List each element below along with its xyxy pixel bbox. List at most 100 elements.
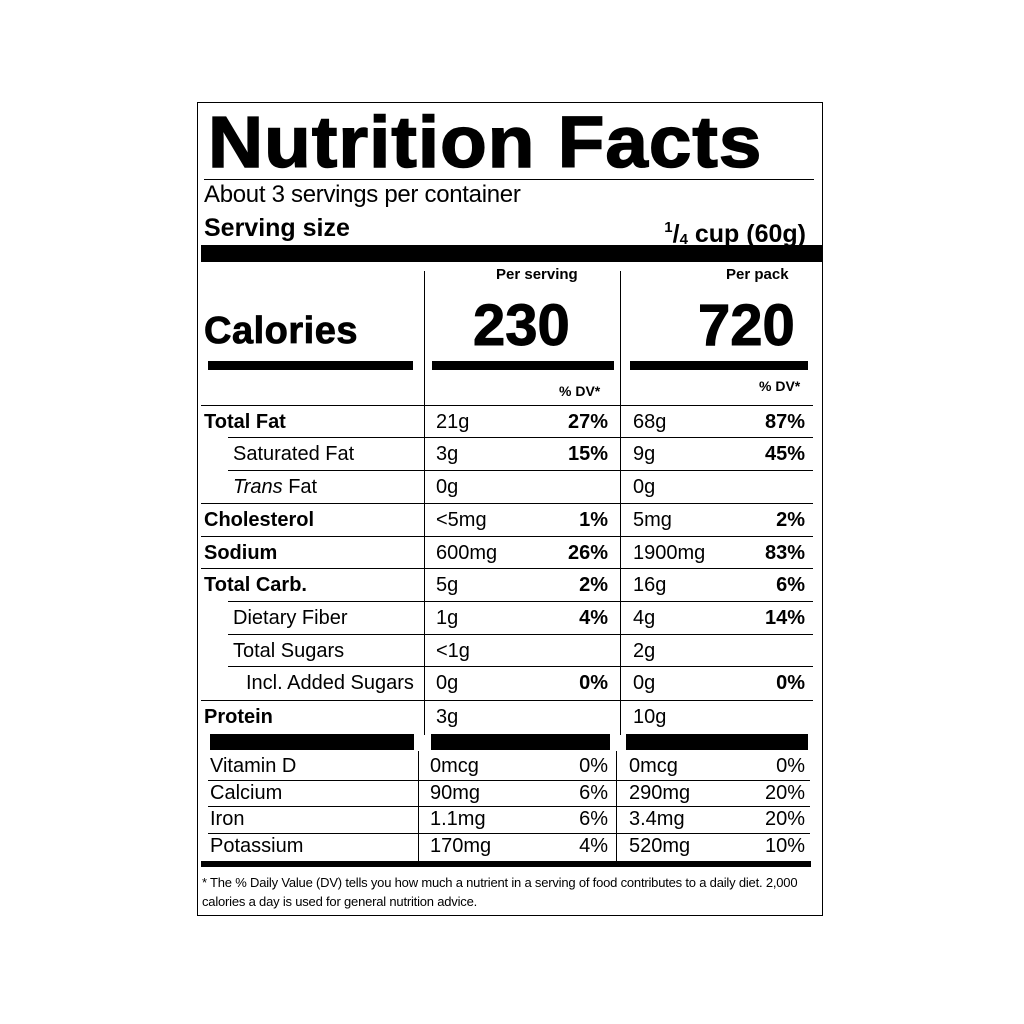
nutrient-name-text: Dietary Fiber (233, 607, 348, 629)
serving-fraction-slash: / (672, 220, 680, 248)
row-divider (201, 405, 813, 406)
vitamin-rule-serving (431, 734, 610, 750)
nutrient-name-text: Incl. Added Sugars (246, 672, 414, 694)
nutrient-name-text: Total Fat (204, 411, 286, 433)
pack-amount: 16g (633, 574, 667, 596)
pack-amount: 9g (633, 443, 656, 465)
row-divider (228, 634, 813, 635)
vitamin-column-divider (418, 751, 419, 861)
vitamin-row-divider (208, 780, 810, 781)
serving-amount: 21g (436, 411, 470, 433)
vitamin-name: Calcium (210, 782, 283, 804)
row-divider (228, 666, 813, 667)
row-divider (201, 568, 813, 569)
nutrient-name: Total Sugars (233, 639, 344, 663)
vitamin-serving-amount: 1.1mg (430, 808, 486, 830)
vitamin-pack-dv: 20% (764, 808, 805, 830)
divider-col2-top (620, 271, 621, 401)
vitamin-column-divider (616, 751, 617, 861)
serving-size-label: Serving size (204, 214, 350, 242)
dv-header-pack: % DV* (759, 378, 801, 394)
calories-rule-pack (630, 361, 808, 370)
serving-dv: 1% (579, 509, 608, 531)
divider-col1-top (424, 271, 425, 401)
calories-rule-serving (432, 361, 614, 370)
vitamin-serving-dv: 0% (579, 755, 608, 777)
serving-dv: 15% (567, 443, 608, 465)
serving-amount: 1g (436, 607, 459, 629)
nutrient-name-italic: Trans (233, 476, 283, 498)
serving-fraction-denominator: 4 (679, 231, 688, 248)
serving-amount: 5g (436, 574, 459, 596)
vitamin-pack-dv: 10% (764, 835, 805, 857)
serving-amount: 600mg (436, 542, 498, 564)
footnote-rule (201, 861, 811, 867)
nutrient-name: Protein (204, 705, 273, 729)
pack-amount: 0g (633, 672, 656, 694)
vitamin-serving-amount: 170mg (430, 835, 492, 857)
pack-dv: 6% (776, 574, 805, 596)
vitamin-serving-dv: 6% (579, 782, 608, 804)
column-divider (424, 373, 425, 735)
servings-per-container: About 3 servings per container (204, 181, 521, 208)
pack-amount: 68g (633, 411, 667, 433)
nutrient-name: Incl. Added Sugars (246, 671, 414, 695)
per-pack-header: Per pack (726, 266, 789, 283)
vitamin-serving-dv: 6% (579, 808, 608, 830)
serving-fraction-numerator: 1 (664, 219, 673, 236)
vitamin-pack-amount: 290mg (629, 782, 691, 804)
nutrient-name: Trans Fat (233, 475, 317, 499)
vitamin-rule-pack (626, 734, 808, 750)
calories-rule-name (208, 361, 413, 370)
row-divider (228, 437, 813, 438)
serving-size-unit: cup (60g) (687, 220, 806, 248)
serving-amount: <1g (436, 640, 470, 662)
serving-amount: <5mg (436, 509, 487, 531)
vitamin-serving-dv: 4% (579, 835, 608, 857)
row-divider (201, 536, 813, 537)
serving-amount: 0g (436, 476, 459, 498)
vitamin-pack-amount: 3.4mg (629, 808, 685, 830)
nutrient-name: Cholesterol (204, 508, 314, 532)
vitamin-serving-amount: 0mcg (430, 755, 479, 777)
vitamin-row-divider (208, 806, 810, 807)
row-divider (201, 700, 813, 701)
serving-dv: 2% (579, 574, 608, 596)
serving-amount: 0g (436, 672, 459, 694)
vitamin-name: Potassium (210, 835, 304, 857)
nutrient-name: Sodium (204, 541, 277, 565)
nutrient-name-text: Fat (282, 476, 318, 498)
pack-dv: 0% (776, 672, 805, 694)
nutrient-name-text: Total Carb. (204, 574, 307, 596)
calories-per-pack: 720 (698, 293, 796, 358)
serving-dv: 26% (567, 542, 608, 564)
vitamin-name: Vitamin D (210, 755, 297, 777)
calories-per-serving: 230 (473, 293, 571, 358)
nutrient-name: Saturated Fat (233, 442, 354, 466)
nutrient-name: Dietary Fiber (233, 606, 347, 630)
vitamin-pack-amount: 520mg (629, 835, 691, 857)
vitamin-pack-amount: 0mcg (629, 755, 678, 777)
pack-dv: 87% (764, 411, 805, 433)
row-divider (228, 470, 813, 471)
calories-label: Calories (204, 310, 358, 353)
per-serving-header: Per serving (496, 266, 578, 283)
serving-size-value: 1/4 cup (60g) (664, 213, 806, 255)
pack-amount: 0g (633, 476, 656, 498)
dv-header-serving: % DV* (559, 383, 601, 399)
title-rule (204, 179, 814, 180)
serving-amount: 3g (436, 443, 459, 465)
pack-amount: 4g (633, 607, 656, 629)
serving-dv: 0% (579, 672, 608, 694)
column-divider (620, 373, 621, 735)
serving-dv: 27% (567, 411, 608, 433)
vitamin-pack-dv: 20% (764, 782, 805, 804)
nutrient-name-text: Sodium (204, 542, 278, 564)
serving-amount: 3g (436, 706, 459, 728)
nutrient-name-text: Saturated Fat (233, 443, 355, 465)
row-divider (228, 601, 813, 602)
pack-dv: 14% (764, 607, 805, 629)
nutrient-name: Total Carb. (204, 573, 307, 597)
vitamin-name: Iron (210, 808, 245, 830)
label-title: Nutrition Facts (207, 102, 763, 184)
